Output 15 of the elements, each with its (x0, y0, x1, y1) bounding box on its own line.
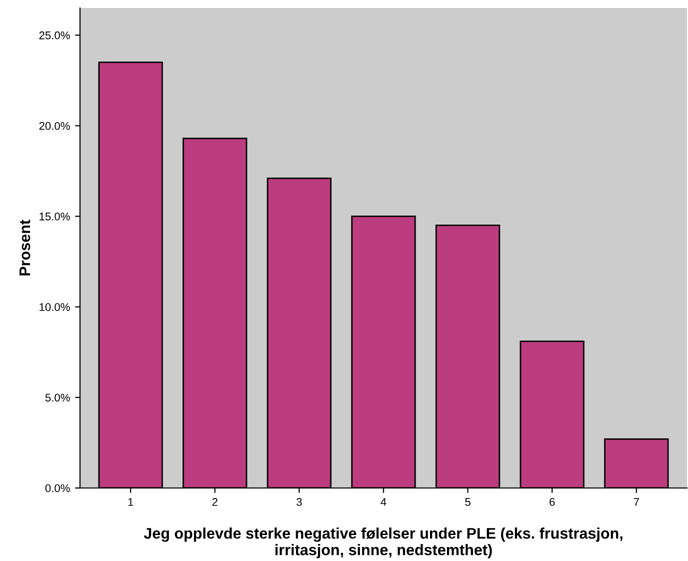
y-tick-label: 25.0% (39, 31, 70, 40)
x-axis-title: Jeg opplevde sterke negative følelser under PLE (eks. frustrasjon, irritasjon, sinne, nedstemthet) (144, 528, 622, 558)
x-tick-label: 6 (550, 498, 555, 506)
x-tick-label: 7 (634, 498, 639, 506)
x-tick-label: 2 (212, 498, 218, 506)
y-axis-title: Prosent (20, 220, 30, 276)
y-tick-label: 0.0% (45, 484, 70, 492)
y-tick-label: 15.0% (40, 212, 70, 220)
x-tick-label: 4 (380, 498, 386, 506)
x-tick-label: 1 (128, 498, 134, 506)
y-tick-label: 10.0% (40, 303, 70, 312)
x-tick-label: 3 (296, 498, 302, 506)
x-tick-label: 5 (465, 498, 470, 506)
y-tick-label: 5.0% (45, 394, 70, 402)
y-tick-label: 20.0% (39, 122, 70, 130)
